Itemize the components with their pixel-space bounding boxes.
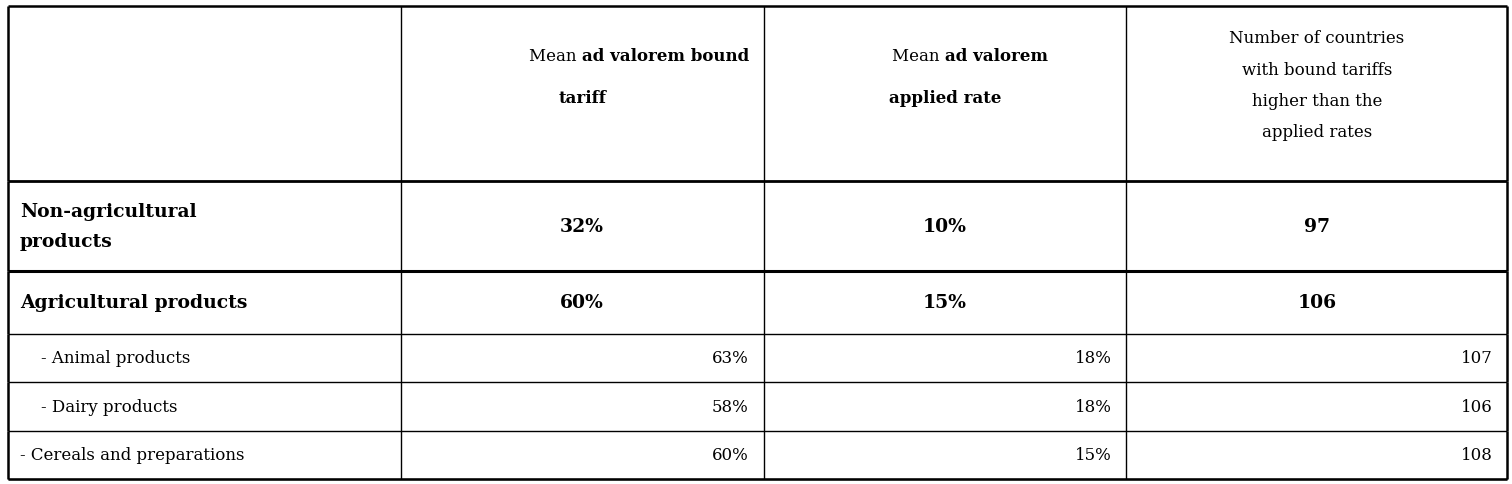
Text: higher than the: higher than the — [1252, 93, 1382, 110]
Text: - Dairy products: - Dairy products — [20, 398, 177, 415]
Text: 18%: 18% — [1075, 398, 1111, 415]
Text: applied rates: applied rates — [1263, 124, 1371, 141]
Text: 15%: 15% — [1075, 446, 1111, 464]
Text: 32%: 32% — [559, 217, 605, 235]
Text: 63%: 63% — [712, 349, 748, 367]
Text: ad valorem bound: ad valorem bound — [582, 47, 750, 64]
Text: Mean: Mean — [529, 47, 582, 64]
Text: 15%: 15% — [922, 293, 968, 312]
Text: 108: 108 — [1461, 446, 1492, 464]
Text: 60%: 60% — [559, 293, 605, 312]
Text: applied rate: applied rate — [889, 90, 1001, 106]
Text: 58%: 58% — [712, 398, 748, 415]
Text: - Cereals and preparations: - Cereals and preparations — [20, 446, 243, 464]
Text: 106: 106 — [1461, 398, 1492, 415]
Text: Number of countries: Number of countries — [1229, 30, 1405, 47]
Text: 97: 97 — [1303, 217, 1331, 235]
Text: tariff: tariff — [558, 90, 606, 106]
Text: ad valorem: ad valorem — [945, 47, 1048, 64]
Text: 106: 106 — [1297, 293, 1337, 312]
Text: 10%: 10% — [922, 217, 968, 235]
Text: - Animal products: - Animal products — [20, 349, 191, 367]
Text: 60%: 60% — [712, 446, 748, 464]
Text: 18%: 18% — [1075, 349, 1111, 367]
Text: 107: 107 — [1461, 349, 1492, 367]
Text: products: products — [20, 232, 112, 250]
Text: Agricultural products: Agricultural products — [20, 293, 246, 312]
Text: with bound tariffs: with bound tariffs — [1241, 61, 1393, 78]
Text: Mean: Mean — [892, 47, 945, 64]
Text: Non-agricultural: Non-agricultural — [20, 202, 197, 220]
